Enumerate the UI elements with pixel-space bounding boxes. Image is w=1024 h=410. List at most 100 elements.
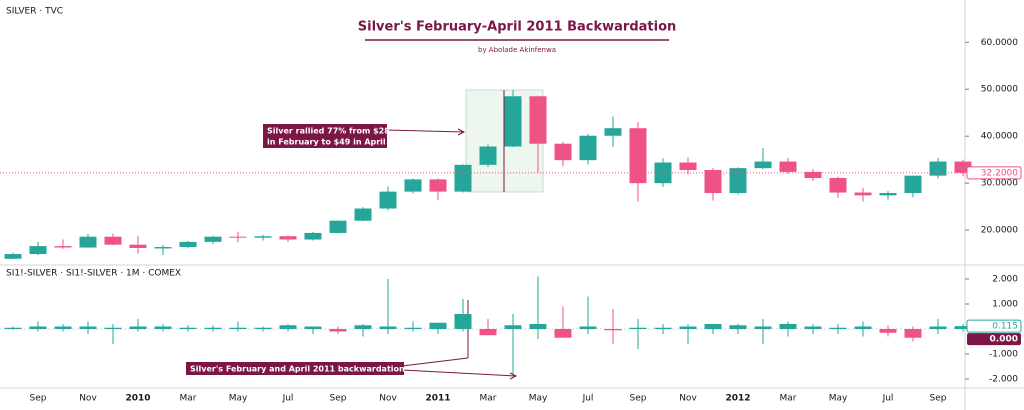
candle-body	[629, 327, 647, 329]
candle-body	[879, 193, 897, 196]
candle-body	[379, 326, 397, 329]
annotation: in February to $49 in April	[267, 138, 386, 147]
candle-body	[704, 170, 722, 194]
symbol-label: SI1!-SILVER · SI1!-SILVER · 1M · COMEX	[6, 269, 181, 279]
y-tick-label: 40.0000	[981, 132, 1018, 142]
candle-body	[804, 326, 822, 329]
candle-body	[454, 164, 472, 192]
y-tick-label: 50.0000	[981, 85, 1018, 95]
candle-body	[504, 325, 522, 329]
x-tick-label: Jul	[882, 394, 894, 404]
subtitle: by Abolade Akinfenwa	[478, 46, 556, 54]
annotation: Silver's February and April 2011 backwar…	[190, 365, 405, 374]
candle-body	[779, 324, 797, 329]
y-tick-label: 20.0000	[981, 226, 1018, 236]
candle-body	[529, 96, 547, 144]
x-tick-label: May	[829, 394, 848, 404]
x-tick-label: Sep	[630, 394, 647, 404]
x-tick-label: Mar	[180, 394, 197, 404]
y-tick-label: -2.000	[989, 375, 1018, 385]
candle-body	[4, 254, 22, 259]
candle-body	[354, 325, 372, 329]
candle-body	[129, 244, 147, 248]
arrow	[401, 369, 517, 377]
zero-value-label: 0.000	[990, 335, 1018, 345]
annotation: Silver rallied 77% from $28	[267, 127, 390, 136]
candle-body	[404, 327, 422, 329]
chart-title: Silver's February-April 2011 Backwardati…	[358, 20, 677, 35]
candle-body	[204, 236, 222, 242]
x-tick-label: Sep	[330, 394, 347, 404]
candle-body	[904, 175, 922, 194]
candle-body	[479, 146, 497, 165]
candle-body	[204, 327, 222, 329]
candle-body	[554, 143, 572, 161]
candle-body	[654, 327, 672, 329]
arrow	[401, 357, 469, 367]
annotation-box	[263, 124, 387, 148]
candle-body	[679, 162, 697, 171]
x-tick-label: Mar	[480, 394, 497, 404]
candle-body	[304, 326, 322, 329]
candle-body	[704, 324, 722, 329]
x-tick-label: Mar	[780, 394, 797, 404]
arrow-head	[509, 372, 518, 380]
y-tick-label: 60.0000	[981, 38, 1018, 48]
candle-body	[604, 329, 622, 331]
candle-body	[229, 236, 247, 238]
x-tick-label: Jul	[582, 394, 594, 404]
zero-value-box	[967, 333, 1021, 346]
candle-body	[429, 322, 447, 329]
candle-body	[129, 326, 147, 329]
arrow-head	[457, 128, 466, 136]
candle-body	[54, 326, 72, 329]
y-tick-label: -1.000	[989, 350, 1018, 360]
x-tick-label: Jul	[282, 394, 294, 404]
candle-body	[229, 327, 247, 329]
last-price-box	[966, 319, 1022, 333]
x-tick-label: 2010	[125, 394, 150, 404]
candle-body	[779, 161, 797, 172]
candle-body	[354, 208, 372, 221]
candle-body	[404, 179, 422, 192]
candle-body	[754, 326, 772, 329]
candle-body	[104, 236, 122, 245]
x-tick-label: Sep	[930, 394, 947, 404]
y-tick-label: 1.000	[992, 300, 1018, 310]
candle-body	[679, 326, 697, 329]
candle-body	[304, 232, 322, 240]
candle-body	[54, 246, 72, 248]
candle-body	[904, 329, 922, 338]
candle-body	[729, 168, 747, 194]
candle-body	[854, 326, 872, 329]
candle-body	[579, 326, 597, 329]
candle-body	[529, 324, 547, 329]
candle-body	[154, 247, 172, 249]
x-tick-label: Nov	[79, 394, 97, 404]
candle-body	[554, 329, 572, 338]
y-tick-label: 2.000	[992, 275, 1018, 285]
candle-body	[504, 96, 522, 147]
x-tick-label: 2011	[425, 394, 450, 404]
candle-body	[829, 177, 847, 193]
candle-body	[79, 326, 97, 329]
candle-body	[579, 135, 597, 161]
candle-body	[329, 329, 347, 332]
candle-body	[729, 325, 747, 329]
candle-body	[179, 241, 197, 248]
candle-body	[479, 329, 497, 336]
candle-body	[329, 220, 347, 233]
candle-body	[629, 128, 647, 184]
y-tick-label: 30.0000	[981, 179, 1018, 189]
candle-body	[754, 161, 772, 169]
candle-body	[604, 128, 622, 136]
symbol-label: SILVER · TVC	[6, 7, 63, 17]
x-tick-label: May	[529, 394, 548, 404]
arrow	[385, 129, 465, 133]
candle-body	[104, 327, 122, 329]
candle-body	[279, 325, 297, 329]
last-price-label: 0.115	[992, 322, 1018, 332]
candle-body	[379, 191, 397, 209]
